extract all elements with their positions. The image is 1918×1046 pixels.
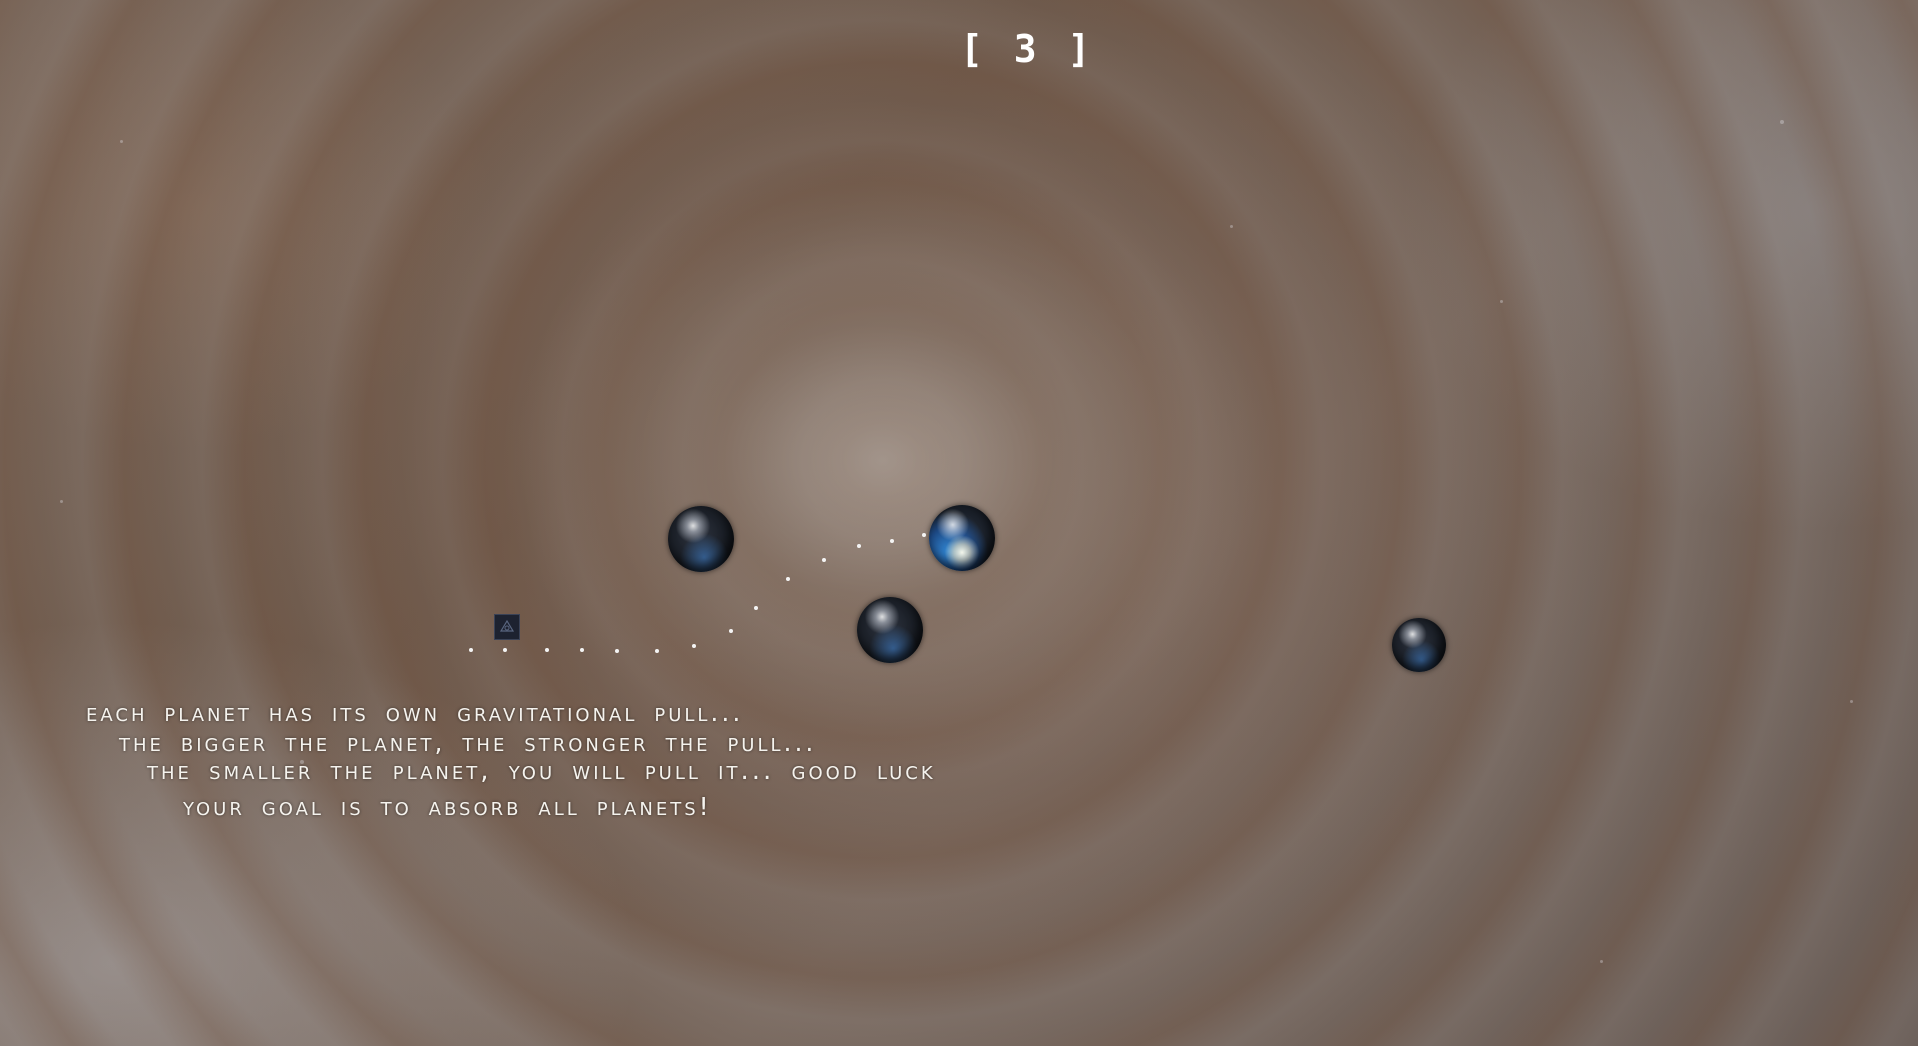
trajectory-dot (922, 533, 926, 537)
trajectory-dot (754, 606, 758, 610)
trajectory-dot (729, 629, 733, 633)
star-speck (1230, 225, 1233, 228)
planet-icon[interactable] (1392, 618, 1446, 672)
trajectory-dot (692, 644, 696, 648)
trajectory-dot (469, 648, 473, 652)
planet-icon[interactable] (668, 506, 734, 572)
trajectory-dot (857, 544, 861, 548)
star-speck (60, 500, 63, 503)
star-speck (120, 140, 123, 143)
star-speck (1500, 300, 1503, 303)
instruction-line-2: The bigger the Planet, the stronger the … (119, 728, 817, 757)
trajectory-dot (545, 648, 549, 652)
trajectory-dot (615, 649, 619, 653)
trajectory-dot (890, 539, 894, 543)
planets-remaining-counter: [ 3 ] (960, 27, 1095, 71)
trajectory-dot (655, 649, 659, 653)
instruction-line-1: Each Planet has its own gravitational pu… (86, 698, 744, 727)
star-speck (300, 760, 304, 764)
instruction-line-4: Your Goal is to Absorb all planets! (183, 792, 712, 821)
planet-icon[interactable] (857, 597, 923, 663)
trajectory-dot (786, 577, 790, 581)
star-speck (1600, 960, 1603, 963)
trajectory-dot (503, 648, 507, 652)
star-speck (1780, 120, 1784, 124)
instruction-line-3: The smaller the Planet, YOU will pull it… (147, 756, 936, 786)
trajectory-dot (822, 558, 826, 562)
planet-icon[interactable] (929, 505, 995, 571)
trajectory-dot (580, 648, 584, 652)
star-speck (1850, 700, 1853, 703)
player-ship-icon[interactable] (494, 614, 520, 640)
ship-square-icon (499, 619, 515, 632)
